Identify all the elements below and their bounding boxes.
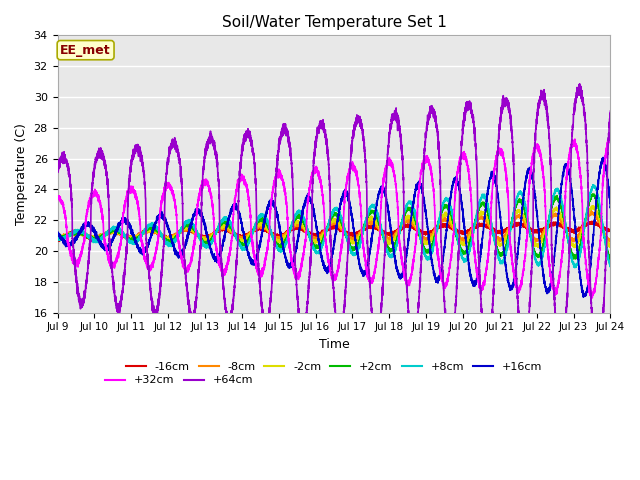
X-axis label: Time: Time — [319, 338, 349, 351]
Title: Soil/Water Temperature Set 1: Soil/Water Temperature Set 1 — [221, 15, 447, 30]
Text: EE_met: EE_met — [60, 44, 111, 57]
Legend: +32cm, +64cm: +32cm, +64cm — [101, 371, 257, 390]
Y-axis label: Temperature (C): Temperature (C) — [15, 123, 28, 225]
